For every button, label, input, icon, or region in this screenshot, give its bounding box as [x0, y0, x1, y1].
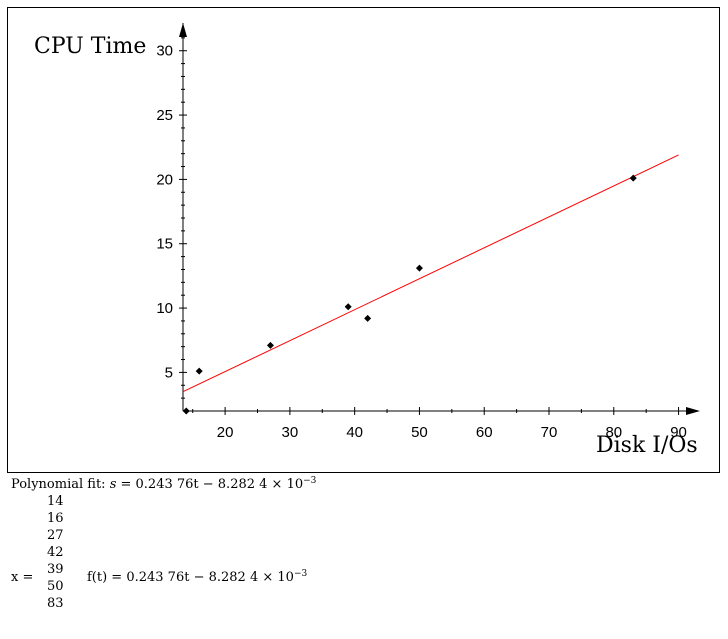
data-point — [266, 341, 274, 349]
f-definition: f(t) = 0.243 76t − 8.282 4 × 10 — [87, 570, 294, 585]
y-tick-label: 10 — [156, 300, 173, 317]
results-text: Polynomial fit: s = 0.243 76t − 8.282 4 … — [11, 476, 711, 636]
tick-layer: 20 30 40 50 60 70 80 90 5 10 15 20 25 30 — [156, 37, 687, 441]
data-point — [344, 303, 352, 311]
y-tick-label: 20 — [156, 171, 173, 188]
x-value: 42 — [47, 545, 64, 560]
x-value: 27 — [47, 528, 64, 543]
x-tick-label: 90 — [670, 424, 687, 441]
data-point — [364, 314, 372, 322]
y-axis-arrow — [179, 23, 187, 37]
x-value: 39 — [47, 562, 64, 577]
data-point — [629, 174, 637, 182]
y-tick-label: 25 — [156, 107, 173, 124]
x-tick-label: 80 — [605, 424, 622, 441]
data-point — [182, 407, 190, 415]
x-tick-label: 70 — [541, 424, 558, 441]
x-axis-arrow — [686, 407, 700, 415]
x-tick-label: 20 — [217, 424, 234, 441]
fit-prefix: Polynomial fit: — [11, 477, 110, 492]
x-value: 83 — [47, 596, 64, 611]
data-points — [182, 174, 637, 415]
polynomial-fit-line: Polynomial fit: s = 0.243 76t − 8.282 4 … — [11, 476, 316, 493]
fit-line-layer — [182, 154, 679, 393]
x-axis-label: Disk I/Os — [596, 433, 698, 458]
function-definition: f(t) = 0.243 76t − 8.282 4 × 10−3 — [87, 569, 307, 586]
y-tick-label: 5 — [165, 364, 173, 381]
y-tick-label: 15 — [156, 236, 173, 253]
fit-rhs: = 0.243 76t − 8.282 4 × 10 — [116, 477, 304, 492]
x-value: 14 — [47, 494, 64, 509]
x-tick-label: 50 — [411, 424, 428, 441]
data-point — [415, 264, 423, 272]
chart-frame: 20 30 40 50 60 70 80 90 5 10 15 20 25 30 CPU Time Dis… — [7, 7, 720, 473]
x-vector-label: x = — [11, 570, 34, 585]
fit-lhs: s — [109, 477, 117, 492]
fit-line — [182, 154, 679, 393]
data-point — [195, 367, 203, 375]
x-tick-label: 60 — [476, 424, 493, 441]
y-axis-label: CPU Time — [34, 34, 146, 59]
x-tick-label: 30 — [282, 424, 299, 441]
x-value: 16 — [47, 511, 64, 526]
scatter-chart: 20 30 40 50 60 70 80 90 5 10 15 20 25 30 CPU Time Dis… — [34, 23, 700, 458]
y-tick-label: 30 — [156, 43, 173, 60]
x-tick-label: 40 — [346, 424, 363, 441]
fit-exponent: −3 — [303, 476, 317, 486]
x-value: 50 — [47, 579, 64, 594]
f-exponent: −3 — [293, 569, 308, 579]
x-vector-values: 14 16 27 42 39 50 83 — [47, 493, 64, 612]
